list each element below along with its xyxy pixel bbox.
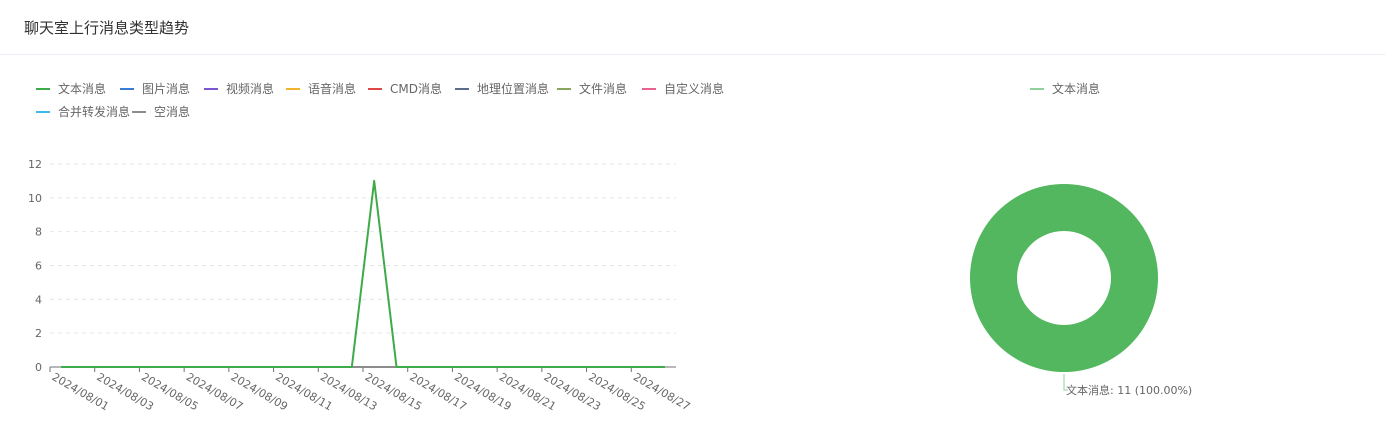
- legend-swatch: [286, 87, 300, 90]
- legend-swatch: [642, 87, 656, 90]
- legend-swatch: [36, 87, 50, 90]
- legend-label: 视频消息: [226, 82, 275, 96]
- legend-swatch: [120, 87, 134, 90]
- legend-item[interactable]: 视频消息: [204, 80, 274, 97]
- legend-item[interactable]: 自定义消息: [642, 80, 724, 97]
- legend-label: 图片消息: [142, 82, 191, 96]
- y-tick-label: 0: [35, 361, 42, 374]
- legend-label: 自定义消息: [664, 82, 725, 96]
- pie-legend-label: 文本消息: [1052, 82, 1101, 96]
- legend-item[interactable]: 文本消息: [36, 80, 106, 97]
- y-tick-label: 6: [35, 260, 42, 273]
- legend-item[interactable]: 文件消息: [557, 80, 627, 97]
- legend-label: 地理位置消息: [477, 82, 550, 96]
- legend-label: 文本消息: [58, 82, 107, 96]
- legend-swatch: [36, 110, 50, 113]
- legend-item[interactable]: 图片消息: [120, 80, 190, 97]
- legend-item[interactable]: 语音消息: [286, 80, 356, 97]
- legend-label: CMD消息: [390, 82, 442, 96]
- donut-chart: 文本消息: 11 (100.00%): [970, 184, 1192, 397]
- legend-swatch: [132, 110, 146, 113]
- y-tick-label: 10: [28, 192, 42, 205]
- series-line: [61, 179, 665, 368]
- legend-swatch: [368, 87, 382, 90]
- pie-legend-swatch: [1030, 87, 1044, 90]
- legend-item[interactable]: CMD消息: [368, 80, 442, 97]
- legend-item[interactable]: 地理位置消息: [455, 80, 549, 97]
- page-title: 聊天室上行消息类型趋势: [24, 19, 190, 37]
- line-chart: 0246810122024/08/012024/08/032024/08/052…: [28, 158, 692, 413]
- legend-label: 语音消息: [308, 82, 357, 96]
- legend-item[interactable]: 空消息: [132, 103, 190, 120]
- pie-data-label: 文本消息: 11 (100.00%): [1066, 383, 1192, 397]
- legend-label: 空消息: [154, 105, 191, 119]
- panel-header: 聊天室上行消息类型趋势: [0, 0, 1385, 55]
- pie-legend-item[interactable]: 文本消息: [1030, 80, 1100, 97]
- y-tick-label: 2: [35, 327, 42, 340]
- y-tick-label: 4: [35, 293, 42, 306]
- y-tick-label: 8: [35, 226, 42, 239]
- legend-swatch: [557, 87, 571, 90]
- y-tick-label: 12: [28, 158, 42, 171]
- legend-swatch: [455, 87, 469, 90]
- pie-slice[interactable]: [970, 184, 1158, 372]
- legend-label: 合并转发消息: [58, 105, 131, 119]
- legend-label: 文件消息: [579, 82, 628, 96]
- legend-swatch: [204, 87, 218, 90]
- pie-label-line: [1063, 374, 1068, 391]
- legend-item[interactable]: 合并转发消息: [36, 103, 130, 120]
